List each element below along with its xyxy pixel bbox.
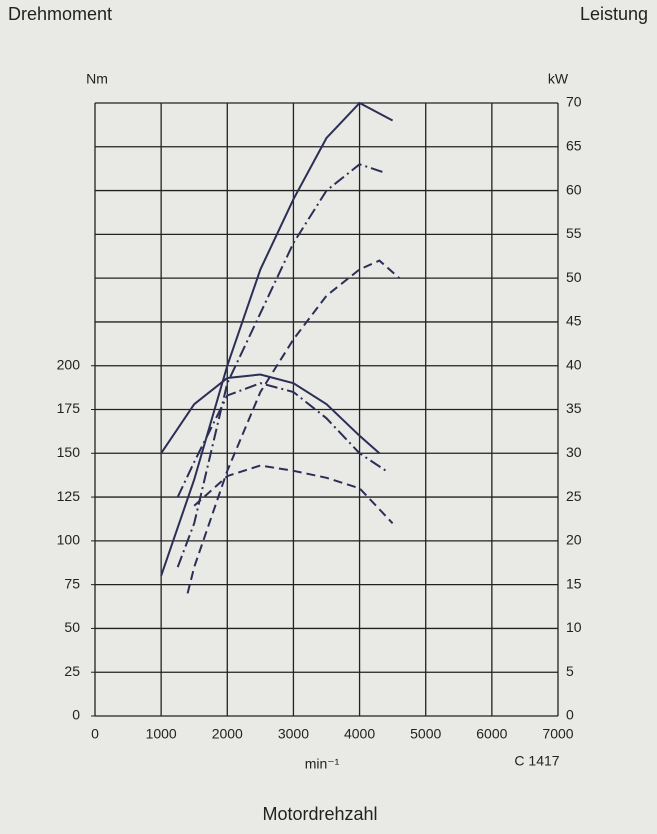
y-tick-label: 175: [57, 400, 81, 416]
y-tick-label: 50: [64, 619, 80, 635]
y2-tick-label: 50: [566, 269, 582, 285]
line: [160, 101, 394, 577]
y-tick-label: 150: [57, 444, 81, 460]
code: C 1417: [514, 753, 559, 769]
x-tick-label: 6000: [476, 726, 507, 742]
y2-tick-label: 60: [566, 181, 582, 197]
x-tick-label: 4000: [344, 726, 375, 742]
y2-tick-label: 15: [566, 575, 582, 591]
line: [176, 382, 387, 498]
x-tick-label: 2000: [212, 726, 243, 742]
line: [160, 373, 381, 455]
y-unit: Nm: [86, 71, 108, 87]
y-tick-label: 200: [57, 356, 81, 372]
y-tick-label: 100: [57, 532, 81, 548]
x-axis-title: Motordrehzahl: [262, 804, 377, 824]
y2-tick-label: 5: [566, 663, 574, 679]
x-tick-label: 1000: [146, 726, 177, 742]
y2-tick-label: 45: [566, 313, 582, 329]
line: [193, 464, 394, 524]
y2-tick-label: 25: [566, 488, 582, 504]
x-tick-label: 3000: [278, 726, 309, 742]
x-tick-label: 5000: [410, 726, 441, 742]
y2-tick-label: 0: [566, 707, 574, 723]
y-tick-label: 125: [57, 488, 81, 504]
y-tick-label: 25: [64, 663, 80, 679]
y2-tick-label: 30: [566, 444, 582, 460]
y-tick-label: 75: [64, 575, 80, 591]
line: [186, 259, 400, 594]
title-right: Leistung: [580, 4, 648, 24]
y2-unit: kW: [548, 71, 569, 87]
title-left: Drehmoment: [8, 4, 112, 24]
y2-tick-label: 40: [566, 356, 582, 372]
y2-tick-label: 35: [566, 400, 582, 416]
y2-tick-label: 70: [566, 94, 582, 110]
x-tick-label: 7000: [542, 726, 573, 742]
x-unit: min⁻¹: [305, 756, 340, 772]
y2-tick-label: 55: [566, 225, 582, 241]
line: [176, 163, 387, 568]
y-tick-label: 0: [72, 707, 80, 723]
y2-tick-label: 20: [566, 532, 582, 548]
x-tick-label: 0: [91, 726, 99, 742]
y2-tick-label: 10: [566, 619, 582, 635]
y2-tick-label: 65: [566, 137, 582, 153]
